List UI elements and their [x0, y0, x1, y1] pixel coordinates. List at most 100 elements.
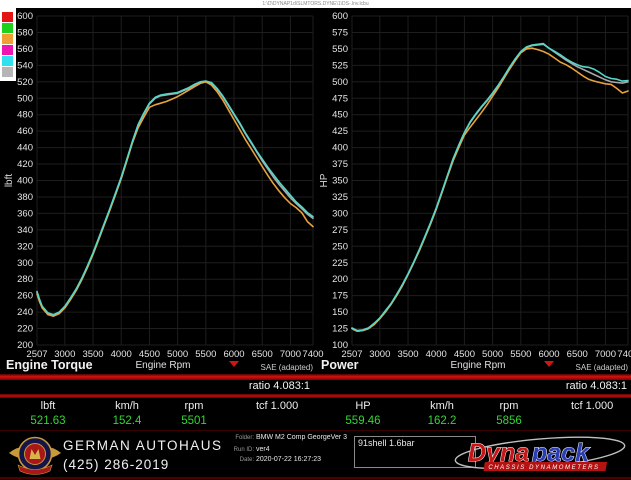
svg-text:100: 100 — [332, 340, 348, 351]
rpm-value: 5856 — [496, 414, 522, 427]
svg-text:3500: 3500 — [82, 349, 103, 360]
svg-text:HP: HP — [319, 173, 330, 187]
svg-text:300: 300 — [17, 258, 33, 269]
divider-red-bar — [0, 374, 631, 380]
svg-text:200: 200 — [332, 274, 348, 285]
svg-text:6500: 6500 — [567, 349, 588, 360]
power-readout-panel: HP km/h rpm tcf 1.000 559.46 162.2 5856 — [315, 399, 631, 429]
svg-text:250: 250 — [332, 241, 348, 252]
svg-text:375: 375 — [332, 159, 348, 170]
svg-text:360: 360 — [17, 208, 33, 219]
bottom-red-line — [0, 477, 631, 479]
svg-text:500: 500 — [17, 93, 33, 104]
date-label: Date: — [239, 457, 254, 463]
svg-text:5500: 5500 — [195, 349, 216, 360]
run-info: Folder: BMW M2 Comp GeorgeVer 3 Run ID: … — [232, 434, 350, 466]
svg-text:125: 125 — [332, 324, 348, 335]
svg-text:4500: 4500 — [454, 349, 475, 360]
run-note-text: 91shell 1.6bar — [358, 438, 415, 448]
svg-text:260: 260 — [17, 291, 33, 302]
titlebar: 1:\D\DYNAP1d\SLMTORS.DYNE\1\DS-.lnv.lcbu — [0, 0, 631, 8]
svg-text:240: 240 — [17, 307, 33, 318]
rpm-value: 5501 — [181, 414, 207, 427]
svg-text:4000: 4000 — [111, 349, 132, 360]
svg-text:400: 400 — [17, 176, 33, 187]
run-slot-gray-swatch[interactable] — [2, 67, 13, 77]
run-gray-curve — [36, 81, 314, 317]
run-slot-cyan-swatch[interactable] — [2, 56, 13, 66]
svg-text:200: 200 — [17, 340, 33, 351]
svg-text:580: 580 — [17, 27, 33, 38]
svg-text:560: 560 — [17, 44, 33, 55]
rpm-cursor-marker — [229, 361, 240, 367]
run-orange-curve — [351, 47, 629, 333]
shop-name: GERMAN AUTOHAUS — [63, 438, 223, 453]
svg-text:225: 225 — [332, 258, 348, 269]
svg-text:Engine Torque: Engine Torque — [6, 358, 93, 372]
svg-text:6000: 6000 — [223, 349, 244, 360]
svg-text:2507: 2507 — [26, 349, 47, 360]
run-slot-magenta-swatch[interactable] — [2, 45, 13, 55]
folder-value: BMW M2 Comp GeorgeVer 3 — [256, 434, 348, 441]
svg-text:SAE (adapted): SAE (adapted) — [261, 363, 314, 372]
shop-phone: (425) 286-2019 — [63, 457, 170, 472]
run-cyan-curve — [36, 80, 314, 316]
tcf-header: tcf 1.000 — [571, 400, 614, 412]
svg-text:600: 600 — [17, 11, 33, 22]
svg-text:7000: 7000 — [595, 349, 616, 360]
speed-unit-header: km/h — [430, 400, 454, 412]
svg-text:6000: 6000 — [538, 349, 559, 360]
svg-text:540: 540 — [17, 60, 33, 71]
svg-text:175: 175 — [332, 291, 348, 302]
svg-text:425: 425 — [332, 126, 348, 137]
svg-text:5000: 5000 — [482, 349, 503, 360]
power-chart[interactable]: 100 125 150 175 200 225 250 275 300 325 350 375 400 4… — [315, 8, 631, 374]
svg-text:2507: 2507 — [341, 349, 362, 360]
svg-text:5500: 5500 — [510, 349, 531, 360]
svg-text:475: 475 — [332, 93, 348, 104]
run-slot-red-swatch[interactable] — [2, 12, 13, 22]
svg-text:7400: 7400 — [302, 349, 323, 360]
svg-text:3500: 3500 — [397, 349, 418, 360]
svg-text:Engine Rpm: Engine Rpm — [135, 360, 190, 371]
svg-text:420: 420 — [17, 159, 33, 170]
svg-text:lbft: lbft — [4, 174, 15, 188]
svg-text:350: 350 — [332, 176, 348, 187]
svg-text:4500: 4500 — [139, 349, 160, 360]
run-slot-orange-swatch[interactable] — [2, 34, 13, 44]
dynapack-logo: Dyna pack CHASSIS DYNAMOMETERS — [454, 436, 626, 471]
torque-unit-header: lbft — [40, 400, 56, 412]
rpm-unit-header: rpm — [184, 400, 204, 412]
svg-text:275: 275 — [332, 225, 348, 236]
svg-text:520: 520 — [17, 77, 33, 88]
runid-value: ver4 — [256, 446, 270, 453]
svg-text:CHASSIS DYNAMOMETERS: CHASSIS DYNAMOMETERS — [488, 465, 599, 471]
svg-text:380: 380 — [17, 192, 33, 203]
torque-chart[interactable]: 200 220 240 260 280 300 320 340 360 380 400 420 440 4… — [0, 8, 324, 374]
svg-text:Engine Rpm: Engine Rpm — [450, 360, 505, 371]
svg-text:460: 460 — [17, 126, 33, 137]
svg-text:4000: 4000 — [426, 349, 447, 360]
run-legend — [0, 8, 16, 81]
speed-value: 152.4 — [112, 414, 142, 427]
german-autohaus-logo — [9, 436, 61, 475]
run-note-box[interactable]: 91shell 1.6bar — [354, 436, 476, 468]
svg-text:575: 575 — [332, 27, 348, 38]
file-path: 1:\D\DYNAP1d\SLMTORS.DYNE\1\DS-.lnv.lcbu — [262, 1, 369, 7]
power-ratio-label: ratio 4.083:1 — [565, 380, 627, 392]
svg-text:525: 525 — [332, 60, 348, 71]
svg-text:6500: 6500 — [252, 349, 273, 360]
run-gray-curve — [351, 43, 629, 333]
run-slot-green-swatch[interactable] — [2, 23, 13, 33]
svg-text:440: 440 — [17, 143, 33, 154]
run-cyan-curve — [351, 42, 629, 332]
svg-text:340: 340 — [17, 225, 33, 236]
svg-text:Power: Power — [321, 358, 359, 372]
svg-text:7000: 7000 — [280, 349, 301, 360]
svg-text:450: 450 — [332, 110, 348, 121]
torque-ratio-label: ratio 4.083:1 — [248, 380, 310, 392]
runid-label: Run ID: — [233, 447, 254, 453]
date-value: 2020-07-22 16:27:23 — [256, 456, 321, 463]
svg-text:325: 325 — [332, 192, 348, 203]
